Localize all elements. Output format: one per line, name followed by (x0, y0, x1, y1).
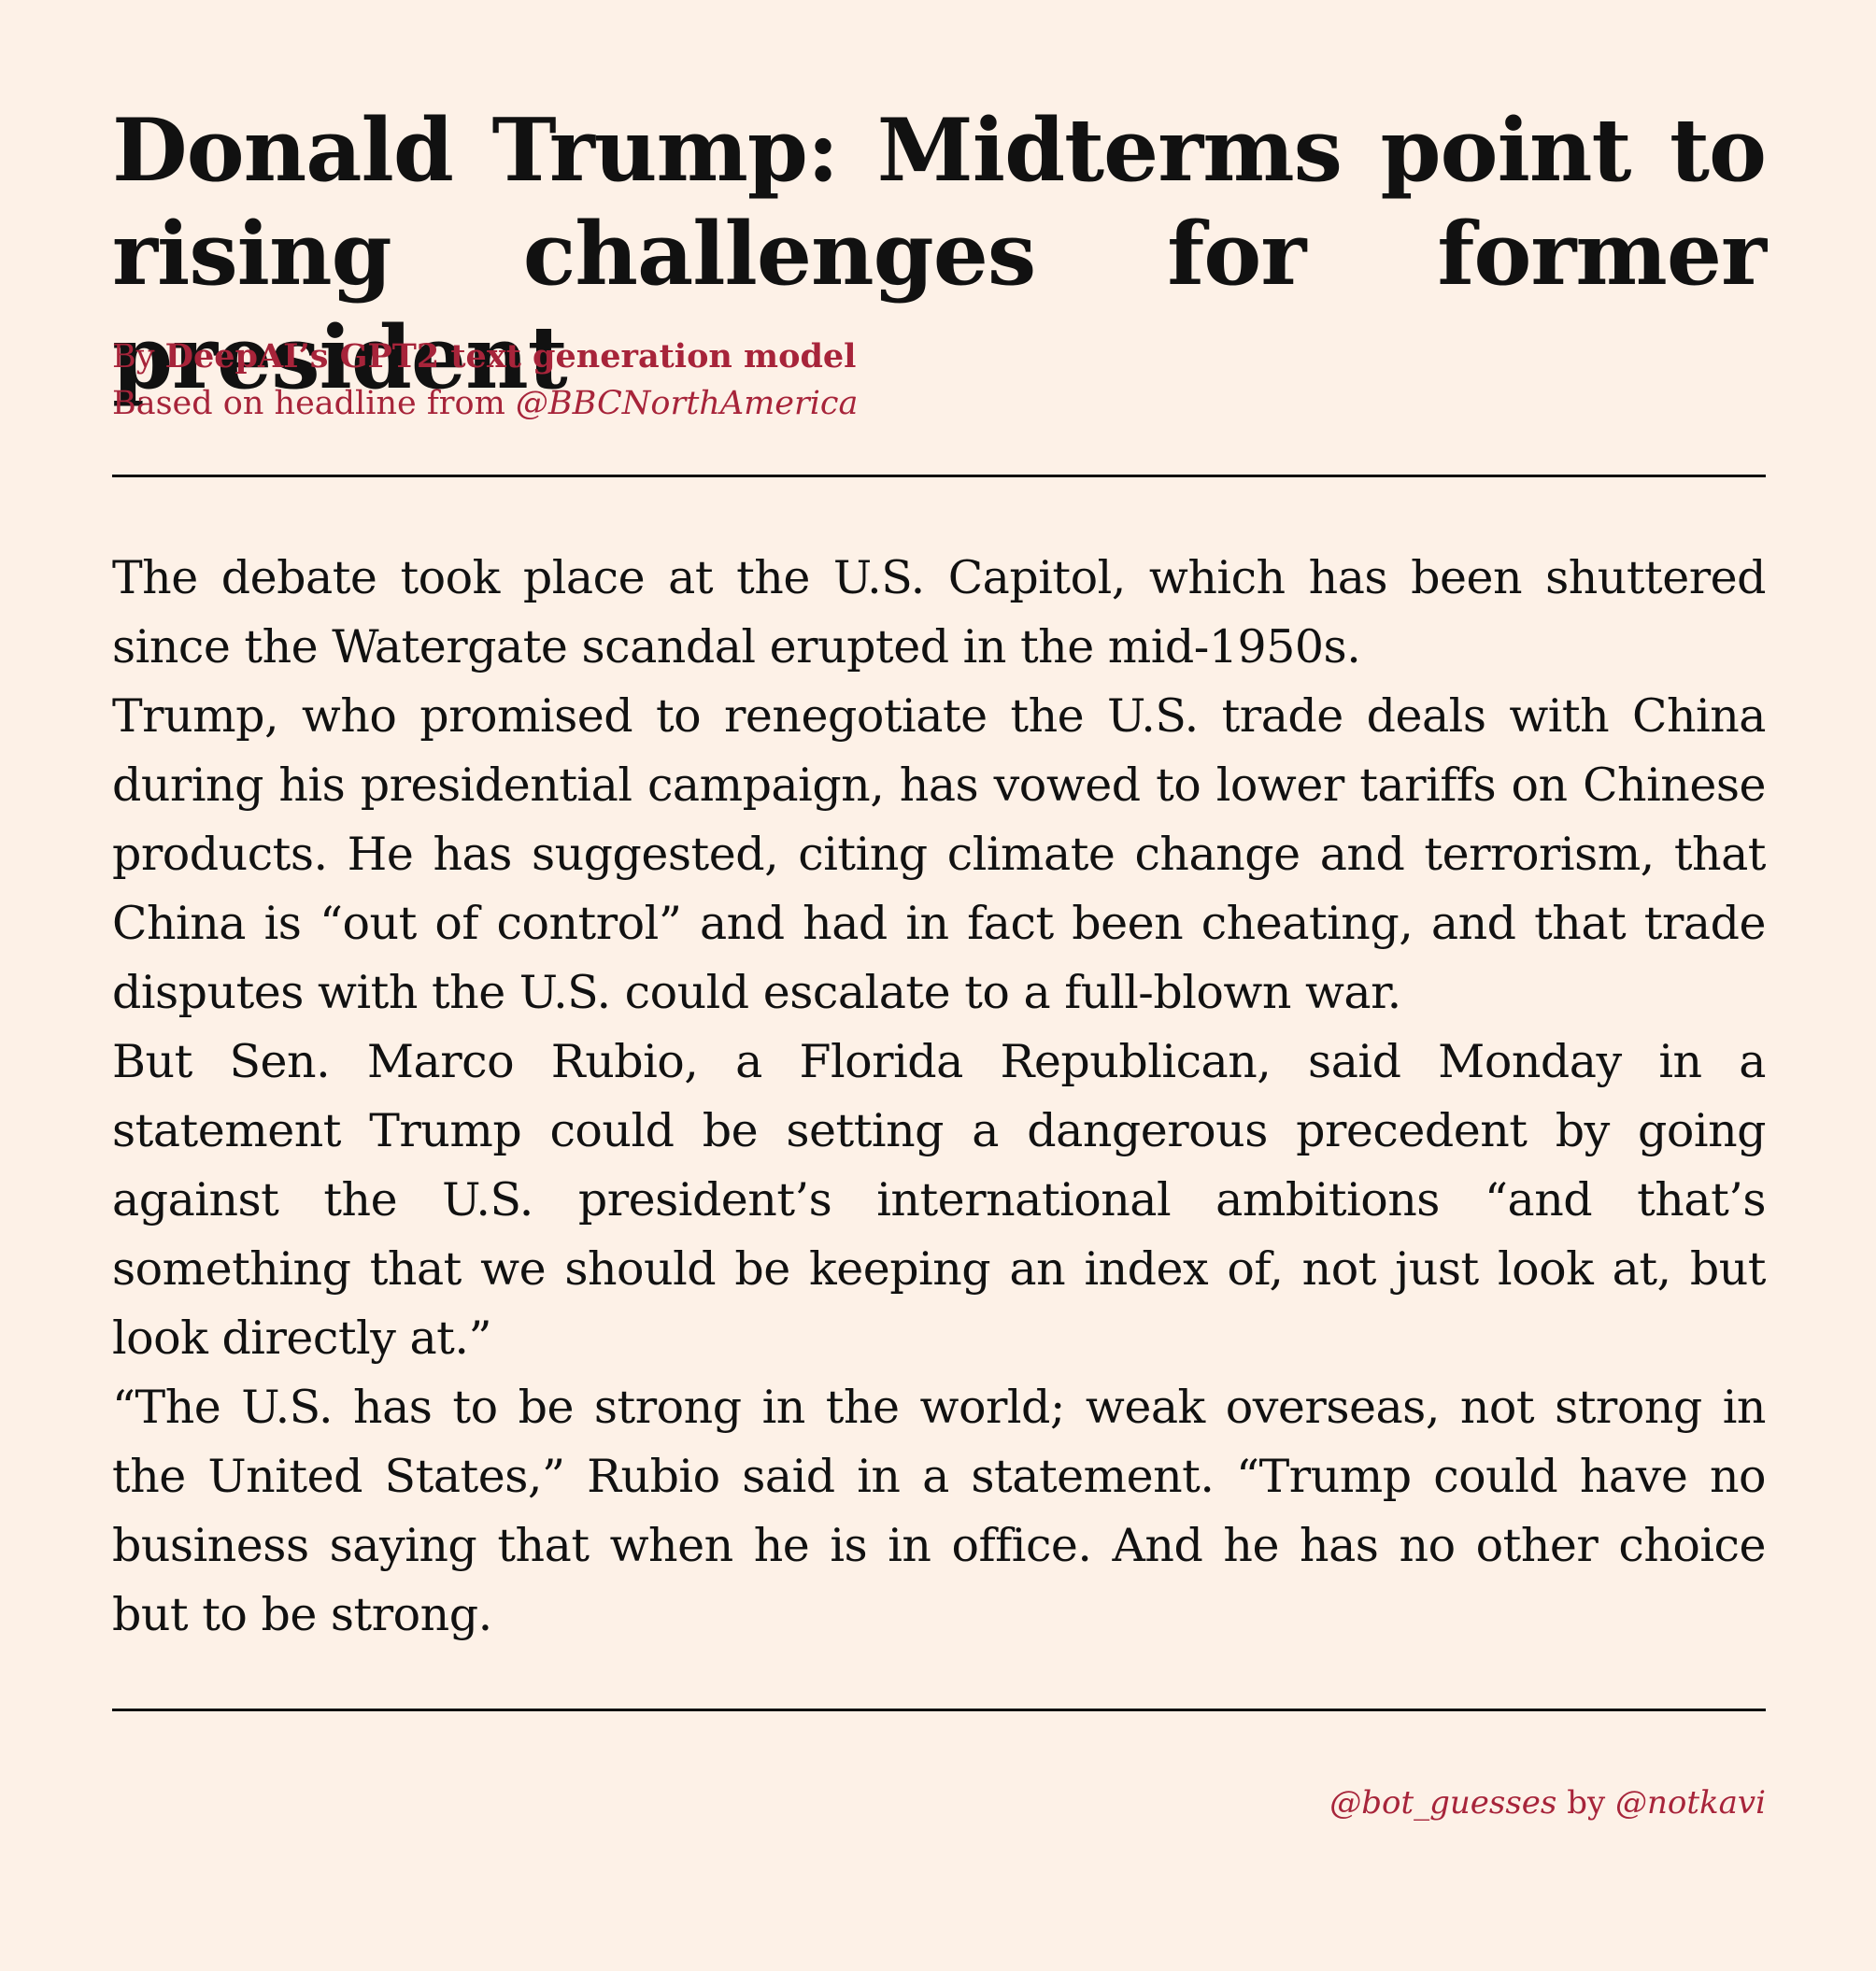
article-paragraph: The debate took place at the U.S. Capito… (112, 551, 1767, 674)
article-paragraph: But Sen. Marco Rubio, a Florida Republic… (112, 1035, 1767, 1365)
byline-author-line: By DeepAI’s GPT2 text generation model (112, 333, 1766, 380)
article-card: Donald Trump: Midterms point to rising c… (112, 0, 1767, 1971)
byline: By DeepAI’s GPT2 text generation model B… (112, 333, 1766, 427)
bot-handle-link[interactable]: @bot_guesses (1329, 1784, 1557, 1822)
bottom-divider (112, 1709, 1766, 1711)
credit-by-word: by (1567, 1784, 1606, 1822)
top-divider (112, 475, 1766, 477)
article-paragraph: Trump, who promised to renegotiate the U… (112, 689, 1767, 1019)
byline-by-prefix: By (112, 338, 155, 376)
byline-author: DeepAI’s GPT2 text generation model (164, 337, 857, 376)
article-body: The debate took place at the U.S. Capito… (112, 544, 1767, 1650)
headline: Donald Trump: Midterms point to rising c… (112, 99, 1767, 408)
byline-source-handle[interactable]: @BBCNorthAmerica (515, 385, 859, 422)
byline-source-line: Based on headline from @BBCNorthAmerica (112, 380, 1766, 427)
article-paragraph: “The U.S. has to be strong in the world;… (112, 1381, 1767, 1641)
creator-handle-link[interactable]: @notkavi (1615, 1784, 1766, 1822)
footer-credit: @bot_guesses by @notkavi (1329, 1780, 1766, 1826)
byline-source-prefix: Based on headline from (112, 385, 505, 422)
